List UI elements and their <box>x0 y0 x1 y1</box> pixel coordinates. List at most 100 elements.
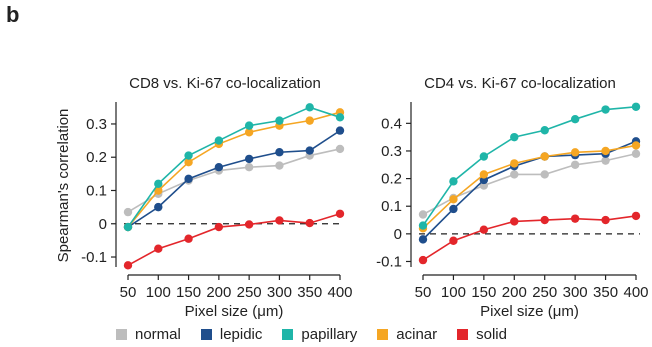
series-line-acinar <box>422 144 637 229</box>
legend-swatch-lepidic <box>200 329 212 340</box>
series-lepidic <box>123 126 345 232</box>
y-tick-label: 0.4 <box>381 115 402 132</box>
legend-item-solid: solid <box>457 326 507 343</box>
y-axis-label: Spearman's correlation <box>55 109 72 263</box>
data-point-solid <box>214 222 224 232</box>
y-tick-label: 0.2 <box>86 149 107 166</box>
x-tick-label: 150 <box>471 284 496 301</box>
legend-label-papillary: papillary <box>301 326 358 343</box>
data-point-solid <box>601 215 610 225</box>
data-point-solid <box>275 216 284 225</box>
x-tick-label: 100 <box>146 284 171 301</box>
x-tick-label: 150 <box>176 284 201 301</box>
series-line-solid <box>127 213 341 267</box>
data-point-papillary <box>418 221 428 230</box>
y-tick-label: 0.3 <box>381 143 402 160</box>
series-papillary <box>418 102 641 230</box>
y-tick-label: 0.2 <box>381 171 402 188</box>
data-point-acinar <box>601 146 610 156</box>
panel-label: b <box>6 2 20 27</box>
legend-label-solid: solid <box>476 326 507 343</box>
legend-item-normal: normal <box>116 326 181 343</box>
x-tick-label: 50 <box>415 284 432 301</box>
series-acinar <box>123 108 345 232</box>
data-point-acinar <box>479 170 489 179</box>
data-point-papillary <box>570 114 580 124</box>
series-line-papillary <box>127 106 341 228</box>
y-tick-label: -0.1 <box>81 249 107 266</box>
data-point-papillary <box>275 116 284 125</box>
data-point-solid <box>123 261 133 270</box>
data-point-acinar <box>570 148 580 157</box>
x-tick-label: 200 <box>502 284 527 301</box>
data-point-solid <box>631 211 641 221</box>
data-point-solid <box>510 217 519 226</box>
data-point-solid <box>479 225 489 234</box>
legend-label-lepidic: lepidic <box>219 326 263 343</box>
legend-label-acinar: acinar <box>396 326 438 343</box>
data-point-normal <box>601 156 610 165</box>
y-tick-label: 0.1 <box>86 182 107 199</box>
chart-title: CD4 vs. Ki-67 co-localization <box>424 75 616 92</box>
data-point-solid <box>305 218 314 228</box>
chart-title: CD8 vs. Ki-67 co-localization <box>129 75 321 92</box>
legend: normal lepidic papillary acinar solid <box>116 326 527 343</box>
data-point-solid <box>418 255 428 265</box>
data-point-acinar <box>540 152 549 161</box>
data-point-lepidic <box>154 202 163 212</box>
legend-swatch-solid <box>457 329 469 340</box>
data-point-normal <box>510 170 519 179</box>
series-line-solid <box>422 215 637 261</box>
x-tick-label: 350 <box>297 284 322 301</box>
data-point-lepidic <box>305 146 314 155</box>
data-point-papillary <box>123 222 133 232</box>
series-line-papillary <box>422 105 637 227</box>
x-tick-label: 250 <box>237 284 262 301</box>
legend-label-normal: normal <box>135 326 181 343</box>
data-point-normal <box>570 160 580 169</box>
legend-swatch-papillary <box>282 329 294 340</box>
series-solid <box>123 209 345 270</box>
data-point-acinar <box>154 186 163 195</box>
data-point-solid <box>335 209 345 218</box>
y-tick-label: 0.1 <box>381 198 402 215</box>
data-point-papillary <box>479 152 489 161</box>
x-tick-label: 300 <box>563 284 588 301</box>
chart-cd4: CD4 vs. Ki-67 co-localization -0.1 0 0.1 0.2… <box>376 75 648 320</box>
x-axis-label: Pixel size (μm) <box>480 303 579 320</box>
legend-swatch-normal <box>116 329 127 340</box>
data-point-normal <box>244 163 254 172</box>
data-point-papillary <box>510 132 519 142</box>
data-point-solid <box>449 236 458 245</box>
data-point-solid <box>570 214 580 223</box>
data-point-papillary <box>244 121 254 130</box>
data-point-acinar <box>449 195 458 204</box>
data-point-solid <box>154 244 163 253</box>
data-point-acinar <box>184 158 193 167</box>
data-point-papillary <box>601 105 610 114</box>
y-tick-label: 0 <box>99 216 107 233</box>
data-point-solid <box>244 220 254 229</box>
data-point-normal <box>540 170 549 179</box>
series-line-acinar <box>127 111 341 228</box>
data-point-lepidic <box>335 126 345 135</box>
series-solid <box>418 211 641 265</box>
data-point-papillary <box>631 102 641 111</box>
x-tick-label: 200 <box>206 284 231 301</box>
legend-item-papillary: papillary <box>282 326 357 343</box>
x-tick-label: 50 <box>120 284 137 301</box>
data-point-acinar <box>305 116 314 125</box>
data-point-papillary <box>154 179 163 189</box>
x-tick-label: 250 <box>532 284 557 301</box>
legend-item-acinar: acinar <box>377 326 437 343</box>
data-point-acinar <box>244 128 254 137</box>
data-point-lepidic <box>418 235 428 244</box>
data-point-lepidic <box>214 163 224 172</box>
series-papillary <box>123 103 345 232</box>
data-point-papillary <box>214 136 224 145</box>
x-axis-label: Pixel size (μm) <box>185 303 284 320</box>
x-tick-label: 400 <box>623 284 648 301</box>
data-point-normal <box>418 210 428 219</box>
data-point-lepidic <box>275 148 284 157</box>
